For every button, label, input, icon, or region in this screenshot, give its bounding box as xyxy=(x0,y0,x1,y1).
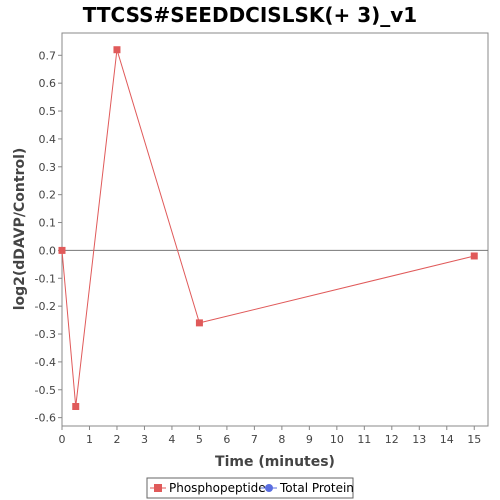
y-axis-ticks: -0.6 -0.5 -0.4 -0.3 -0.2 -0.1 0.0 0.1 0.2 0.3 0.4 0… xyxy=(35,49,62,425)
legend-phosphopeptide-marker xyxy=(154,484,162,492)
data-point xyxy=(113,46,121,54)
chart-title: TTCSS#SEEDDCISLSK(+ 3)_v1 xyxy=(83,3,417,27)
x-tick-label: 15 xyxy=(467,433,481,446)
legend-total-protein-marker xyxy=(265,484,273,492)
x-tick-label: 14 xyxy=(440,433,454,446)
data-point xyxy=(58,246,66,254)
x-axis-label: Time (minutes) xyxy=(215,454,335,470)
x-tick-label: 6 xyxy=(223,433,230,446)
y-tick-label: 0.1 xyxy=(39,217,57,230)
plot-area xyxy=(61,32,489,427)
y-tick-label: -0.1 xyxy=(35,272,56,285)
y-tick-label: 0.0 xyxy=(39,244,57,257)
series-points xyxy=(58,46,478,410)
y-tick-label: -0.5 xyxy=(35,384,56,397)
x-axis-ticks: 0 1 2 3 4 5 6 7 8 9 10 11 12 13 14 15 xyxy=(59,426,481,446)
legend-box xyxy=(146,477,354,499)
x-tick-label: 0 xyxy=(59,433,66,446)
x-tick-label: 9 xyxy=(306,433,313,446)
y-tick-label: -0.6 xyxy=(35,412,56,425)
y-tick-label: 0.4 xyxy=(39,133,57,146)
y-tick-label: 0.5 xyxy=(39,105,57,118)
legend-total-protein-label: Total Protein xyxy=(279,481,354,495)
x-tick-label: 11 xyxy=(357,433,371,446)
legend: Phosphopeptide Total Protein xyxy=(146,477,354,499)
data-point xyxy=(470,252,478,260)
y-tick-label: 0.3 xyxy=(39,161,57,174)
y-tick-label: -0.3 xyxy=(35,328,56,341)
x-tick-label: 13 xyxy=(412,433,426,446)
x-tick-label: 3 xyxy=(141,433,148,446)
data-point xyxy=(195,319,203,327)
x-tick-label: 10 xyxy=(330,433,344,446)
y-axis-label: log2(dDAVP/Control) xyxy=(12,148,28,311)
y-tick-label: 0.6 xyxy=(39,77,57,90)
x-tick-label: 7 xyxy=(251,433,258,446)
x-tick-label: 1 xyxy=(86,433,93,446)
x-tick-label: 4 xyxy=(168,433,175,446)
x-tick-label: 8 xyxy=(278,433,285,446)
x-tick-label: 2 xyxy=(113,433,120,446)
data-point xyxy=(72,402,80,410)
y-tick-label: -0.2 xyxy=(35,300,56,313)
x-tick-label: 12 xyxy=(385,433,399,446)
legend-phosphopeptide-label: Phosphopeptide xyxy=(169,481,266,495)
y-tick-label: -0.4 xyxy=(35,356,56,369)
x-tick-label: 5 xyxy=(196,433,203,446)
y-tick-label: 0.2 xyxy=(39,189,57,202)
y-tick-label: 0.7 xyxy=(39,49,57,62)
